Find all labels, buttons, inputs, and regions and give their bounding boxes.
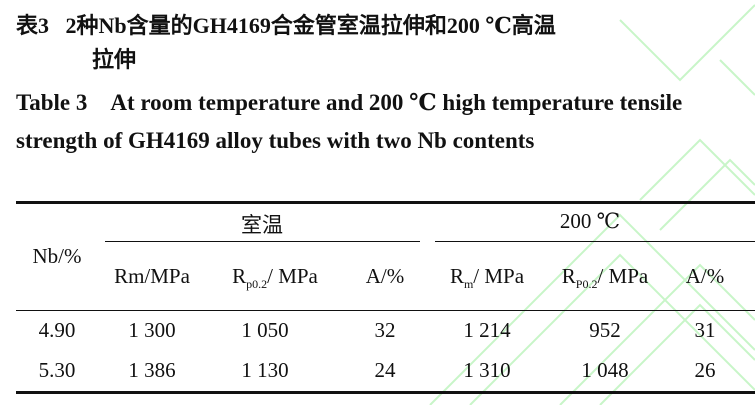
table-cell: 952 <box>589 318 621 342</box>
col-header: Rp0.2/ MPa <box>232 264 318 292</box>
table-cell: 1 130 <box>241 358 289 382</box>
col-header-text: R <box>449 264 464 288</box>
caption-cn-label: 表3 <box>16 13 50 38</box>
col-header-text: A/% <box>685 264 725 288</box>
table-cell: 1 050 <box>241 318 289 342</box>
table-cell: 1 214 <box>463 318 511 342</box>
col-header-unit: / MPa <box>597 264 649 288</box>
col-header-sub: m <box>463 277 474 291</box>
col-header: Rm/ MPa <box>450 264 524 292</box>
col-header-unit: / MPa <box>267 264 318 288</box>
table-cell: 32 <box>374 318 396 342</box>
header-rule <box>16 310 755 311</box>
table-cell: 1 048 <box>581 358 629 382</box>
table-cell: 1 310 <box>463 358 511 382</box>
table-cell: 24 <box>374 358 396 382</box>
caption-en: Table 3 At room temperature and 200 ℃ hi… <box>16 84 746 160</box>
group-header-200: 200 ℃ <box>559 209 621 233</box>
table-cell: 1 300 <box>128 318 176 342</box>
top-rule <box>16 201 755 204</box>
col-header: A/% <box>366 264 405 289</box>
group-rule-200 <box>435 241 755 242</box>
caption-cn-line2: 拉伸 <box>92 47 137 72</box>
col-header-sub: p0.2 <box>246 277 268 291</box>
row-header: Nb/% <box>32 244 82 268</box>
table-cell: 4.90 <box>38 318 76 342</box>
table-cell: 31 <box>694 318 716 342</box>
col-header-text: A/% <box>365 264 405 288</box>
table-cell: 1 386 <box>128 358 176 382</box>
col-header-sub: P0.2 <box>575 277 598 291</box>
col-header: Rm/MPa <box>114 264 190 289</box>
group-rule-room <box>105 241 420 242</box>
col-header-text: R <box>561 264 576 288</box>
caption-en-title: At room temperature and 200 ℃ high tempe… <box>16 90 683 153</box>
col-header: RP0.2/ MPa <box>562 264 648 292</box>
table-cell: 5.30 <box>38 358 76 382</box>
table-cell: 26 <box>694 358 716 382</box>
caption-cn: 表3 2种Nb含量的GH4169合金管室温拉伸和200 ℃高温 <box>16 8 556 44</box>
caption-cn-title: 2种Nb含量的GH4169合金管室温拉伸和200 ℃高温 <box>65 13 556 38</box>
col-header: A/% <box>686 264 725 289</box>
col-header-text: R <box>232 264 247 288</box>
col-header-unit: / MPa <box>473 264 525 288</box>
col-header-text: Rm/MPa <box>114 264 190 288</box>
bottom-rule <box>16 391 755 394</box>
group-header-room: 室温 <box>241 213 283 237</box>
caption-en-label: Table 3 <box>16 90 88 115</box>
